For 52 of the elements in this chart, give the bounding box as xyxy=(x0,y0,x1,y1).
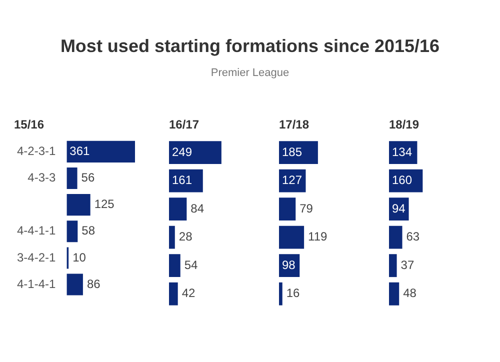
data-label: 86 xyxy=(86,276,101,291)
bar xyxy=(169,282,178,306)
chart-title: 18/19 xyxy=(389,118,420,132)
data-label: 94 xyxy=(392,201,406,216)
chart-title: 17/18 xyxy=(279,118,310,132)
data-label: 54 xyxy=(184,258,198,272)
data-label: 48 xyxy=(403,286,417,300)
data-label: 58 xyxy=(82,224,96,238)
data-label: 10 xyxy=(72,250,86,264)
bar xyxy=(169,254,180,278)
bar xyxy=(389,282,400,306)
bar xyxy=(66,167,78,190)
data-label: 63 xyxy=(406,230,420,244)
data-label: 125 xyxy=(94,197,115,212)
data-label: 98 xyxy=(282,258,296,272)
bar xyxy=(389,226,402,249)
data-label: 37 xyxy=(400,258,414,272)
bar xyxy=(389,254,397,278)
data-label: 79 xyxy=(300,201,314,216)
data-label: 56 xyxy=(81,170,95,185)
bar xyxy=(66,220,78,242)
bar xyxy=(66,140,135,162)
data-label: 134 xyxy=(392,144,412,159)
chart-title: 15/16 xyxy=(14,118,44,132)
bar xyxy=(279,282,282,306)
bar xyxy=(169,141,222,164)
data-label: 16 xyxy=(286,286,300,300)
y-tick-label: 4-4-1-1 xyxy=(16,224,56,238)
bar xyxy=(279,198,296,221)
data-label: 160 xyxy=(392,173,412,188)
y-tick-label: 3-4-2-1 xyxy=(16,250,56,264)
bar xyxy=(66,194,90,216)
y-tick-label: 4-1-4-1 xyxy=(16,276,56,291)
bar xyxy=(66,274,83,296)
bar xyxy=(169,226,175,249)
data-label: 161 xyxy=(172,173,192,188)
y-tick-label: 4-3-3 xyxy=(28,170,56,185)
data-label: 84 xyxy=(190,201,204,216)
bar xyxy=(279,226,304,249)
text: Premier League xyxy=(210,67,290,79)
data-label: 249 xyxy=(172,144,192,159)
chart-title: 16/17 xyxy=(169,118,200,132)
data-label: 127 xyxy=(282,173,302,188)
data-label: 42 xyxy=(182,286,196,300)
data-label: 361 xyxy=(70,144,90,158)
text: Most used starting formations since 2015/16 xyxy=(59,36,441,57)
y-tick-label: 4-2-3-1 xyxy=(16,144,56,158)
bar xyxy=(279,141,318,164)
data-label: 119 xyxy=(308,230,328,244)
bar xyxy=(169,198,187,221)
data-label: 185 xyxy=(282,144,302,159)
data-label: 28 xyxy=(178,230,193,244)
